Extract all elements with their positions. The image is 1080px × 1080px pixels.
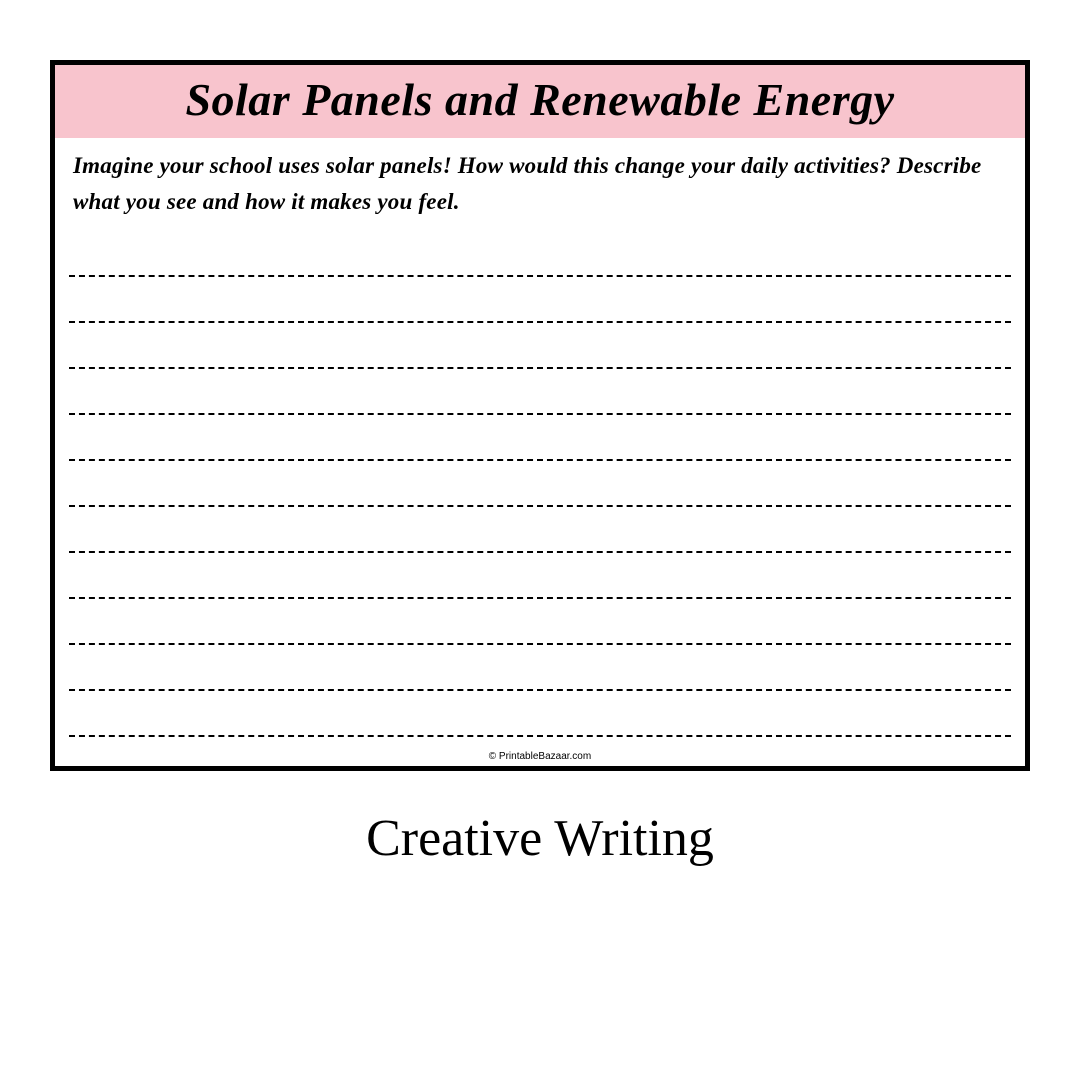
category-label: Creative Writing — [366, 809, 714, 868]
writing-lines — [55, 225, 1025, 745]
writing-line — [69, 321, 1011, 323]
writing-line — [69, 367, 1011, 369]
writing-line — [69, 643, 1011, 645]
writing-line — [69, 597, 1011, 599]
writing-line — [69, 735, 1011, 737]
writing-line — [69, 275, 1011, 277]
writing-line — [69, 689, 1011, 691]
title-bar: Solar Panels and Renewable Energy — [55, 65, 1025, 138]
worksheet-title: Solar Panels and Renewable Energy — [55, 73, 1025, 126]
writing-line — [69, 459, 1011, 461]
writing-line — [69, 551, 1011, 553]
footer-credit: © PrintableBazaar.com — [55, 745, 1025, 766]
writing-line — [69, 413, 1011, 415]
prompt-area: Imagine your school uses solar panels! H… — [55, 138, 1025, 225]
worksheet-card: Solar Panels and Renewable Energy Imagin… — [50, 60, 1030, 771]
writing-prompt: Imagine your school uses solar panels! H… — [73, 148, 1007, 219]
writing-line — [69, 505, 1011, 507]
